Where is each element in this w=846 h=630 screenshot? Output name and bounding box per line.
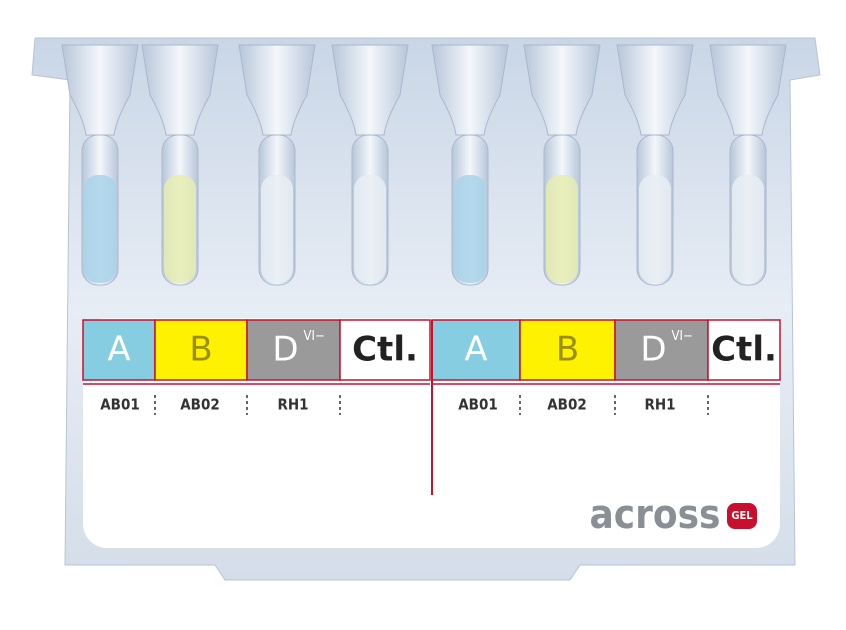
label-cell bbox=[519, 319, 616, 381]
cell-superscript: VI− bbox=[672, 329, 693, 344]
reagent-code: AB01 bbox=[458, 396, 498, 414]
brand-logo: across GEL bbox=[590, 492, 757, 538]
tubes bbox=[61, 44, 787, 286]
tube-cup bbox=[616, 44, 694, 136]
label-cell bbox=[154, 319, 248, 381]
label-cell bbox=[246, 319, 341, 381]
cell-label: A bbox=[464, 330, 487, 370]
reagent-code: AB01 bbox=[100, 396, 140, 414]
tube-cup bbox=[61, 44, 139, 136]
tube-cup bbox=[238, 44, 316, 136]
cell-label: Ctl. bbox=[352, 330, 418, 370]
tube-gel bbox=[164, 175, 196, 283]
tube-gel bbox=[354, 175, 386, 283]
reagent-code: RH1 bbox=[277, 396, 308, 414]
badge-bg bbox=[727, 503, 757, 529]
label-cell bbox=[339, 319, 431, 381]
tube-gel bbox=[84, 175, 116, 283]
reagent-code: AB02 bbox=[547, 396, 587, 414]
cell-label: D bbox=[272, 330, 298, 370]
reagent-code: AB02 bbox=[180, 396, 220, 414]
label-cell bbox=[707, 319, 781, 381]
cell-label: D bbox=[640, 330, 666, 370]
reagent-code: RH1 bbox=[644, 396, 675, 414]
cell-label: B bbox=[556, 330, 579, 370]
label-cell bbox=[82, 319, 156, 381]
cell-label: Ctl. bbox=[711, 330, 777, 370]
tube-gel bbox=[639, 175, 671, 283]
tube-gel bbox=[546, 175, 578, 283]
brand-badge: GEL bbox=[731, 509, 753, 522]
tube-cup bbox=[331, 44, 409, 136]
tube-cup bbox=[709, 44, 787, 136]
cell-label: B bbox=[189, 330, 212, 370]
tube-gel bbox=[732, 175, 764, 283]
label-cell bbox=[431, 319, 521, 381]
cell-superscript: VI− bbox=[304, 329, 325, 344]
tube-gel bbox=[261, 175, 293, 283]
brand-name: across bbox=[590, 492, 721, 538]
tube-cup bbox=[141, 44, 219, 136]
tube-gel bbox=[454, 175, 486, 283]
tube-cup bbox=[523, 44, 601, 136]
cell-label: A bbox=[107, 330, 130, 370]
tube-cup bbox=[431, 44, 509, 136]
